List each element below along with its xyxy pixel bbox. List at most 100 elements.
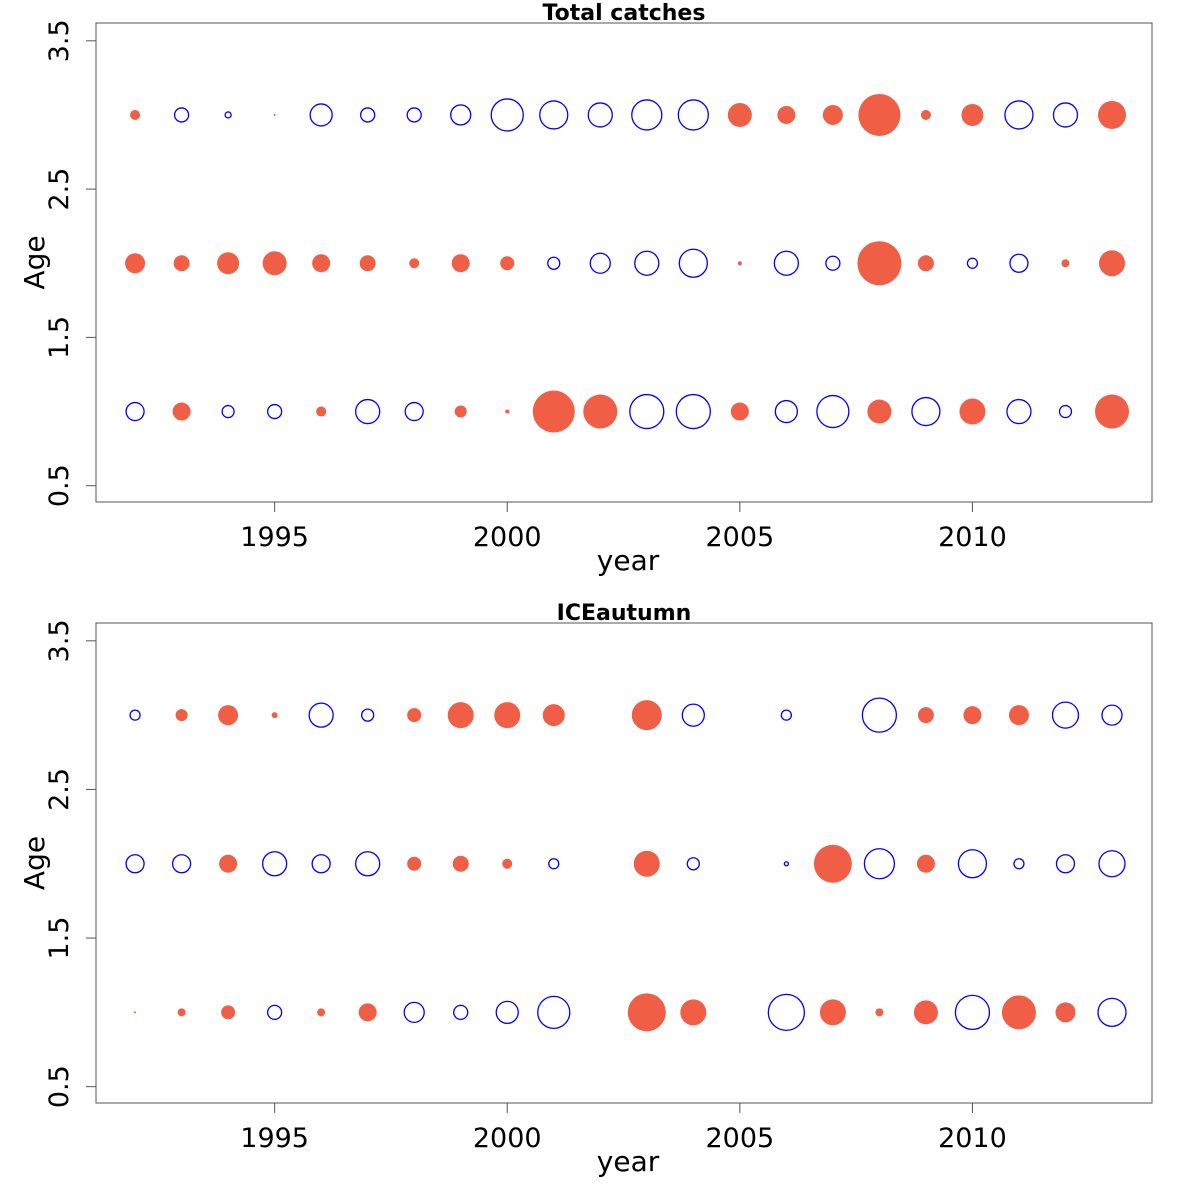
bubble [767, 993, 806, 1031]
bubble [1097, 100, 1126, 129]
bubble [500, 256, 515, 271]
bubble [737, 261, 742, 266]
bubble [920, 109, 931, 120]
bubble [686, 857, 700, 871]
bubble [675, 393, 711, 430]
bubble [219, 854, 238, 873]
y-tick-label: 1.5 [44, 917, 75, 960]
bubble [125, 854, 145, 874]
bubble [857, 241, 902, 286]
bubble [262, 251, 287, 276]
bubble [678, 248, 708, 278]
bubble [129, 709, 141, 721]
bubble [680, 999, 707, 1026]
bubble [917, 255, 934, 272]
bubble [316, 406, 327, 417]
bubble [311, 854, 331, 874]
bubble [677, 99, 709, 131]
y-tick-label: 2.5 [44, 168, 75, 211]
bubble [266, 403, 283, 420]
bubble [1008, 705, 1029, 726]
bubble [218, 705, 239, 726]
bubble [221, 1005, 236, 1020]
bubble [634, 250, 660, 276]
bubble [175, 709, 188, 722]
bubble [783, 861, 790, 867]
bubble [505, 409, 510, 414]
bubble [954, 994, 991, 1030]
bubble [548, 858, 560, 870]
y-tick-label: 3.5 [44, 619, 75, 662]
bubble [547, 256, 561, 270]
bubble [773, 250, 800, 276]
bubble [774, 399, 799, 424]
bubble [1001, 995, 1036, 1030]
bubble [454, 405, 467, 418]
bubble [271, 712, 278, 719]
y-tick-label: 3.5 [44, 19, 75, 62]
bubble [858, 93, 901, 136]
bubble [587, 102, 613, 128]
y-tick-label: 0.5 [44, 1065, 75, 1108]
bubble [813, 844, 852, 883]
bubble [224, 111, 232, 119]
plot-frame [95, 22, 1153, 503]
bubble [631, 700, 662, 731]
bubble [308, 702, 334, 728]
x-tick-label: 2000 [473, 522, 542, 553]
y-tick-label: 0.5 [44, 464, 75, 507]
bubble [822, 104, 843, 125]
bubble [1098, 250, 1125, 277]
chart-title: Total catches [543, 1, 706, 26]
panel: ICEautumn 1995 2000 2005 2010 0.5 1.5 2.5 3.5 yea… [18, 601, 1153, 1178]
bubble [403, 1001, 425, 1023]
bubble [1101, 704, 1123, 726]
bubble [537, 995, 571, 1029]
bubble [1006, 398, 1032, 425]
bubble [317, 1008, 326, 1017]
panel: Total catches 1995 2000 2005 2010 0.5 1.5 2.5 3.… [18, 1, 1153, 577]
bubble [627, 993, 666, 1032]
bubble [359, 255, 376, 272]
bubble [404, 401, 424, 422]
x-tick-label: 2005 [705, 522, 774, 553]
x-tick-label: 2005 [705, 1123, 774, 1154]
bubble [875, 1008, 884, 1017]
bubble [355, 851, 381, 877]
bubble [1055, 854, 1076, 874]
bubble [1052, 102, 1079, 128]
bubble [125, 253, 146, 274]
bubble [867, 399, 892, 424]
bubble [502, 858, 513, 869]
bubble [916, 854, 935, 873]
bubble [1098, 850, 1126, 878]
bubble [309, 103, 333, 127]
bubble [816, 394, 850, 429]
bubble [490, 98, 524, 132]
bubble [539, 100, 569, 130]
bubble [589, 252, 611, 274]
y-axis-label: Age [18, 836, 51, 890]
bubble [780, 709, 793, 721]
y-tick-label: 1.5 [44, 316, 75, 359]
bubble [957, 849, 988, 879]
bubble [361, 708, 375, 722]
bubble [1061, 259, 1070, 268]
x-axis-label: year [597, 544, 660, 577]
bubble [409, 258, 420, 269]
bubble [266, 1004, 283, 1020]
bubble [217, 252, 240, 275]
bubble [221, 404, 235, 419]
bubble [861, 697, 898, 733]
bubble [542, 704, 565, 727]
bubble [358, 1003, 377, 1022]
bubble [171, 854, 192, 874]
bubble [629, 393, 665, 430]
bubble [495, 1000, 519, 1024]
bubble [727, 102, 752, 127]
bubble [407, 708, 422, 723]
bubble [1009, 253, 1029, 273]
bubble [863, 848, 896, 880]
bubble [913, 1000, 938, 1025]
bubble [631, 99, 663, 131]
